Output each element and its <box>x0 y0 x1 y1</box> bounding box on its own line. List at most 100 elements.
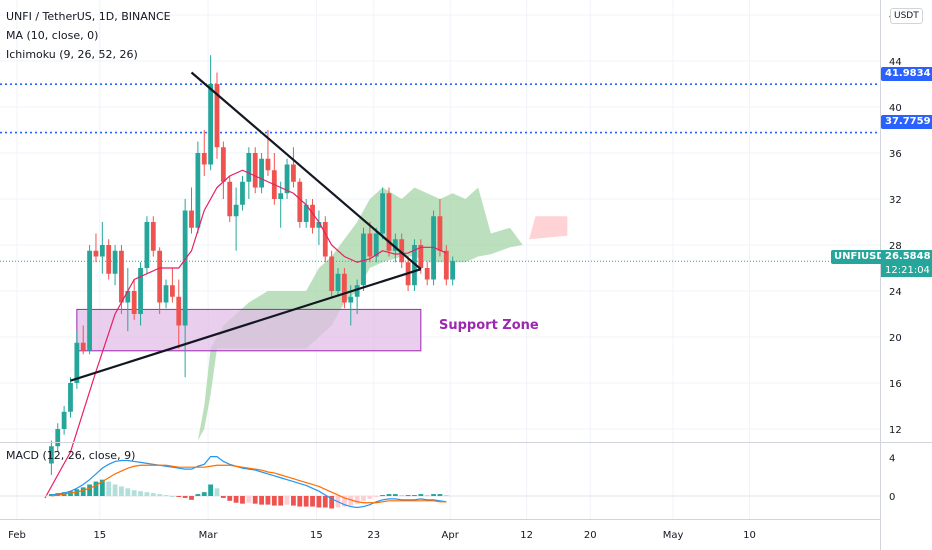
candle-body <box>61 411 67 429</box>
y-tick-label: 32 <box>889 195 902 206</box>
candle <box>259 153 264 194</box>
macd-histogram-bar <box>284 496 290 505</box>
macd-histogram-bar <box>341 496 347 507</box>
macd-histogram-bar <box>303 496 309 507</box>
candle-body <box>150 222 156 251</box>
candle <box>271 153 277 205</box>
candle <box>437 199 443 257</box>
macd-histogram-bar <box>399 495 405 497</box>
candle <box>131 279 137 320</box>
candle-body <box>450 261 456 280</box>
candle-body <box>233 204 239 217</box>
macd-histogram-bar <box>386 494 392 496</box>
symbol-legend[interactable]: UNFI / TetherUS, 1D, BINANCE <box>6 10 171 23</box>
macd-histogram-bar <box>322 496 328 508</box>
macd-histogram-bar <box>233 496 239 503</box>
resistance-1-tag: 41.9834 <box>881 67 932 81</box>
macd-histogram-bar <box>214 488 220 496</box>
candle <box>252 147 258 194</box>
ichimoku-legend[interactable]: Ichimoku (9, 26, 52, 26) <box>6 48 138 61</box>
candle <box>240 176 245 211</box>
candle-body <box>418 245 424 268</box>
macd-histogram-bar <box>424 495 430 497</box>
candle <box>233 187 239 251</box>
macd-histogram-bar <box>93 481 99 496</box>
candle-body <box>106 245 112 274</box>
candle-body <box>80 342 86 351</box>
y-tick-label: 24 <box>889 287 902 298</box>
candle <box>284 158 290 199</box>
macd-histogram-bar <box>443 495 449 497</box>
macd-histogram-bar <box>157 494 163 496</box>
support-zone-label: Support Zone <box>439 318 539 333</box>
macd-histogram-bar <box>150 493 156 496</box>
signal-line <box>51 464 447 504</box>
candle <box>424 262 430 286</box>
support-zone <box>76 308 422 352</box>
candle <box>170 268 175 303</box>
candle-body <box>55 429 61 447</box>
candle-body <box>87 250 92 351</box>
macd-histogram-bar <box>380 495 386 497</box>
y-tick-label: 16 <box>889 379 902 390</box>
macd-histogram-bar <box>176 496 182 497</box>
candle-body <box>48 446 54 464</box>
macd-histogram-bar <box>112 484 118 496</box>
macd-histogram-bar <box>412 495 417 497</box>
x-tick-label: 23 <box>367 530 380 541</box>
candle <box>443 245 449 286</box>
macd-histogram-bar <box>259 496 264 505</box>
candle-body <box>322 222 328 257</box>
ticker-tag: UNFIUSDT <box>831 250 895 264</box>
macd-histogram-bar <box>348 496 354 506</box>
ma-legend[interactable]: MA (10, close, 0) <box>6 29 99 42</box>
currency-unit-button[interactable]: USDT <box>890 8 923 24</box>
macd-histogram-bar <box>125 488 131 496</box>
macd-histogram-bar <box>138 491 143 496</box>
candle <box>291 147 296 188</box>
macd-histogram-bar <box>87 484 92 496</box>
candle <box>208 55 214 171</box>
candle <box>61 406 67 435</box>
candle-body <box>138 268 143 314</box>
candle-body <box>214 84 220 148</box>
macd-histogram-bar <box>99 479 105 496</box>
y-tick-label: 20 <box>889 333 902 344</box>
candle-body <box>291 164 296 182</box>
candle-body <box>443 250 449 280</box>
candle <box>450 256 456 286</box>
macd-legend[interactable]: MACD (12, 26, close, 9) <box>6 449 136 462</box>
pane-divider[interactable] <box>0 442 932 443</box>
candle-body <box>284 164 290 194</box>
candle <box>341 268 347 309</box>
macd-histogram-bar <box>316 496 322 508</box>
current-price-tag: 26.5848 <box>881 250 932 264</box>
candle <box>87 245 92 355</box>
candle <box>303 199 309 228</box>
macd-histogram-bar <box>195 494 201 496</box>
candle <box>80 325 86 355</box>
y-tick-label: 44 <box>889 57 902 68</box>
macd-histogram-bar <box>106 481 112 496</box>
x-tick-label: 15 <box>93 530 106 541</box>
triangle-lower-line <box>70 268 422 382</box>
candle <box>386 187 392 257</box>
candle <box>99 222 105 274</box>
macd-histogram-bar <box>131 490 137 496</box>
price-axis-border <box>880 0 881 550</box>
macd-histogram-bar <box>119 486 124 496</box>
candle <box>138 262 143 326</box>
candle <box>68 377 73 418</box>
candle-body <box>99 245 105 257</box>
candle-body <box>189 210 194 228</box>
macd-histogram-bar <box>265 496 271 505</box>
candle <box>227 176 233 222</box>
candle <box>144 216 150 274</box>
x-tick-label: 10 <box>743 530 756 541</box>
candle <box>48 440 54 475</box>
candle <box>380 187 386 240</box>
macd-histogram-bar <box>163 495 169 497</box>
candle-timer-tag: 12:21:04 <box>881 264 932 277</box>
candle <box>157 247 163 314</box>
